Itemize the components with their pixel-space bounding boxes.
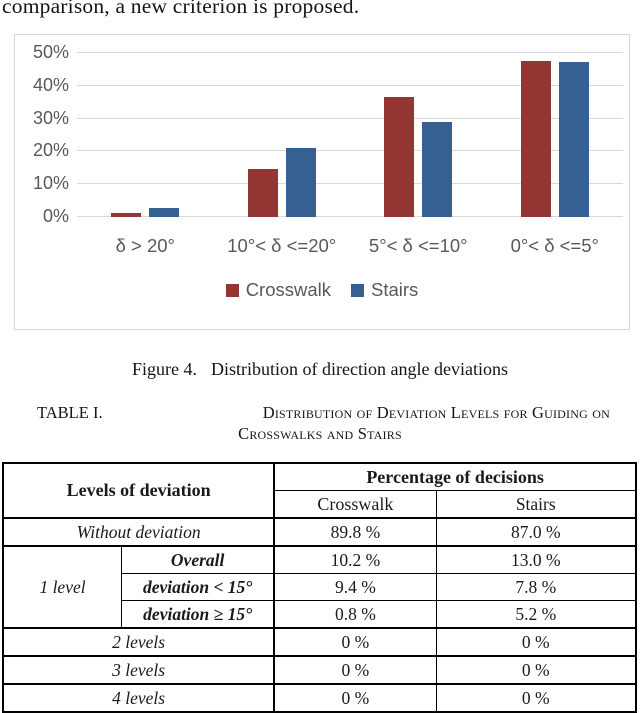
bar-stairs-4 [558,61,589,217]
percentage-of-decisions-header: Percentage of decisions [273,462,637,491]
crosswalk-value: 89.8 % [273,517,437,547]
table-caption-label: TABLE I. [37,403,103,422]
gridline-10% [77,183,623,185]
crosswalk-value: 0 % [273,655,437,685]
y-axis-tick-10%: 10% [32,173,69,194]
bar-group-4 [487,53,624,217]
row-label: deviation ≥ 15° [121,600,275,629]
gridline-50% [77,52,623,53]
crosswalk-value: 0.8 % [273,600,437,629]
stairs-value: 13.0 % [435,545,637,574]
x-axis-labels: δ > 20° 10°< δ <=20° 5°< δ <=10° 0°< δ <=5° [77,235,623,257]
table-row-2-levels: 2 levels 0 % 0 % [2,627,637,657]
x-axis-label-2: 10°< δ <=20° [227,235,337,256]
bar-stairs-2 [285,148,316,217]
deviation-levels-table: Levels of deviation Percentage of decisi… [2,462,637,713]
gridline-0% [77,216,623,217]
x-axis-label-3: 5°< δ <=10° [368,235,468,256]
y-axis-tick-40%: 40% [32,74,69,95]
stairs-column-header: Stairs [435,490,637,519]
legend-swatch-icon [225,283,239,297]
legend-swatch-icon [351,283,365,297]
bar-groups [77,53,623,217]
table-row-deviation-lt-15: deviation < 15° 9.4 % 7.8 % [3,573,637,601]
table-row-4-levels: 4 levels 0 % 0 % [2,683,637,713]
y-axis-tick-50%: 50% [32,42,69,62]
figure4-bar-chart: 0% 10% 20% 30% 40% 50% δ > 20° 10°< δ <=20° 5°<… [14,34,630,330]
table-caption: TABLE I. Distribution of Deviation Level… [0,403,640,444]
table-caption-line2: Crosswalks and Stairs [238,424,402,443]
crosswalk-value: 10.2 % [273,545,437,574]
crosswalk-value: 0 % [273,627,437,657]
page-top-text-clip: comparison, a new criterion is proposed. [0,0,640,19]
crosswalk-column-header: Crosswalk [273,490,437,519]
bar-group-2 [214,53,351,217]
crosswalk-value: 9.4 % [273,573,437,601]
y-axis-tick-30%: 30% [32,107,69,128]
crosswalk-value: 0 % [273,683,437,713]
row-label: Without deviation [2,517,275,547]
bar-stairs-3 [422,122,453,217]
bar-stairs-1 [149,207,180,217]
body-text-fragment: comparison, a new criterion is proposed. [2,0,360,18]
bar-crosswalk-1 [111,213,142,217]
table-row-overall: 1 level Overall 10.2 % 13.0 % [2,545,637,629]
plot-area: 0% 10% 20% 30% 40% 50% [33,43,623,225]
stairs-value: 7.8 % [435,573,637,601]
gridline-40% [77,84,623,86]
table-row-3-levels: 3 levels 0 % 0 % [2,655,637,685]
bar-group-3 [350,53,487,217]
row-label: 2 levels [2,627,275,657]
chart-legend: Crosswalk Stairs [15,279,629,301]
stairs-value: 87.0 % [435,517,637,547]
stairs-value: 0 % [435,655,637,685]
levels-of-deviation-header: Levels of deviation [2,462,275,519]
row-label: 3 levels [2,655,275,685]
x-axis-label-1: δ > 20° [115,235,175,256]
row-label: 4 levels [2,683,275,713]
legend-label: Crosswalk [245,279,332,300]
figure-caption: Figure 4. Distribution of direction angle… [0,359,640,380]
stairs-value: 0 % [435,683,637,713]
legend-label: Stairs [371,279,419,300]
gridline-30% [77,117,623,119]
table-row-without-deviation: Without deviation 89.8 % 87.0 % [2,517,637,547]
figure-caption-text: Distribution of direction angle deviatio… [211,359,508,379]
legend-item-stairs: Stairs [351,279,418,301]
figure-caption-label: Figure 4. [132,359,198,379]
table-caption-line1: Distribution of Deviation Levels for Gui… [262,403,610,422]
legend-item-crosswalk: Crosswalk [225,279,332,301]
x-axis-label-4: 0°< δ <=5° [510,235,599,256]
bar-crosswalk-3 [384,97,415,217]
y-axis-tick-20%: 20% [32,140,69,161]
stairs-value: 5.2 % [435,600,637,629]
gridline-20% [77,150,623,152]
bar-crosswalk-2 [247,169,278,217]
table-header-row-1: Levels of deviation Percentage of decisi… [2,462,637,519]
stairs-value: 0 % [435,627,637,657]
one-level-group-label: 1 level [2,545,123,629]
row-label: deviation < 15° [121,573,275,601]
bar-group-1 [77,53,214,217]
table-header-row-2: Crosswalk Stairs [3,490,637,519]
bar-crosswalk-4 [520,60,551,217]
y-axis-tick-0%: 0% [42,206,69,226]
row-label: Overall [121,545,275,574]
